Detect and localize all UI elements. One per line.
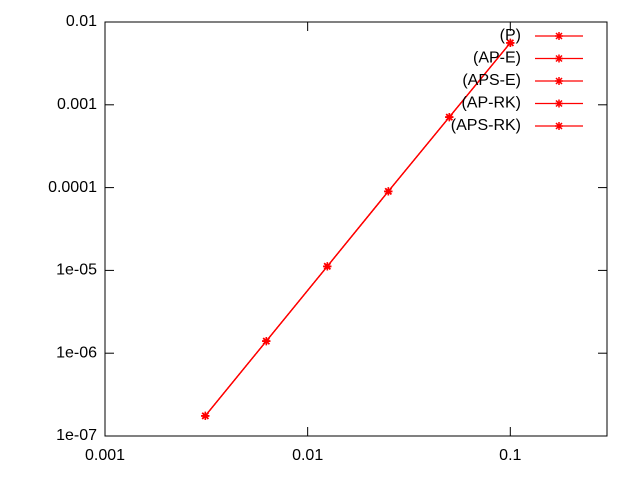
- legend-marker: [555, 99, 563, 108]
- point-marker: [506, 38, 515, 47]
- x-tick-label: 0.01: [292, 447, 323, 464]
- point-marker: [201, 411, 210, 420]
- plot-frame: [104, 21, 608, 437]
- legend-label: (P): [500, 27, 521, 44]
- legend-label: (AP-RK): [461, 95, 521, 112]
- legend-label: (AP-E): [473, 50, 521, 67]
- point-marker: [262, 337, 271, 346]
- legend-label: (APS-RK): [451, 117, 521, 134]
- legend-marker: [555, 122, 563, 130]
- legend-marker: [555, 77, 563, 85]
- legend-label: (APS-E): [462, 72, 521, 89]
- x-tick-label: 0.001: [85, 447, 125, 464]
- y-tick-label: 0.01: [66, 13, 97, 30]
- legend-marker: [555, 54, 563, 63]
- y-tick-label: 1e-06: [56, 344, 97, 361]
- y-tick-label: 0.001: [57, 96, 97, 113]
- y-tick-label: 0.0001: [48, 179, 97, 196]
- point-marker: [384, 187, 393, 196]
- series-line: [204, 42, 511, 417]
- legend-marker: [555, 32, 563, 40]
- x-tick-label: 0.1: [499, 447, 521, 464]
- point-marker: [445, 113, 454, 122]
- point-marker: [323, 262, 332, 271]
- y-tick-label: 1e-05: [56, 262, 97, 279]
- y-tick-label: 1e-07: [56, 427, 97, 444]
